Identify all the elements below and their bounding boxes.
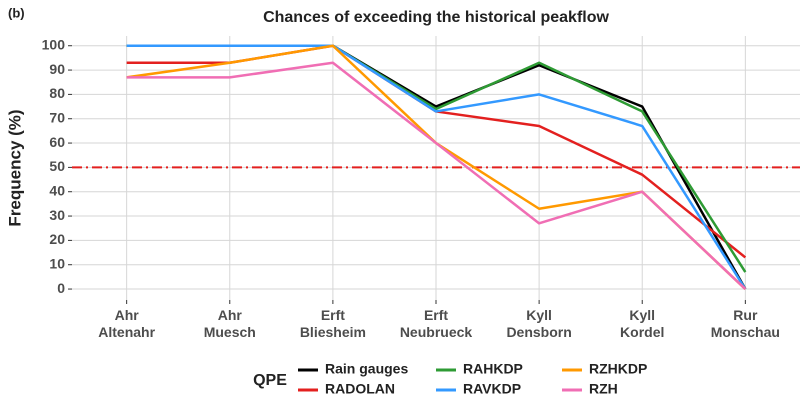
x-tick-label: Rur Monschau <box>711 307 780 340</box>
y-axis-label: Frequency (%) <box>5 109 24 226</box>
y-tick-label: 10 <box>49 255 65 271</box>
legend-label: RZHKDP <box>589 361 647 377</box>
x-tick-label: Erft Neubrueck <box>400 307 473 340</box>
legend-label: Rain gauges <box>325 361 408 377</box>
y-tick-label: 60 <box>49 134 65 150</box>
y-tick-label: 80 <box>49 85 65 101</box>
x-tick-label: Ahr Altenahr <box>98 307 155 340</box>
legend-label: RZH <box>589 381 618 397</box>
panel-label: (b) <box>8 5 25 20</box>
legend-label: RADOLAN <box>325 381 395 397</box>
legend-title: QPE <box>253 372 287 389</box>
x-tick-label: Kyll Densborn <box>506 307 571 340</box>
legend-label: RAVKDP <box>463 381 521 397</box>
x-tick-label: Ahr Muesch <box>204 307 256 340</box>
y-tick-label: 70 <box>49 109 65 125</box>
y-tick-label: 40 <box>49 182 65 198</box>
x-tick-label: Erft Bliesheim <box>300 307 366 340</box>
y-tick-label: 50 <box>49 158 65 174</box>
y-tick-label: 20 <box>49 231 65 247</box>
y-tick-label: 30 <box>49 207 65 223</box>
y-tick-label: 0 <box>57 280 65 296</box>
legend-label: RAHKDP <box>463 361 523 377</box>
chart-title: Chances of exceeding the historical peak… <box>263 9 609 26</box>
x-tick-label: Kyll Kordel <box>620 307 664 340</box>
series-line <box>126 44 747 290</box>
y-tick-label: 100 <box>42 36 66 52</box>
series-line <box>126 61 747 290</box>
y-tick-label: 90 <box>49 61 65 77</box>
